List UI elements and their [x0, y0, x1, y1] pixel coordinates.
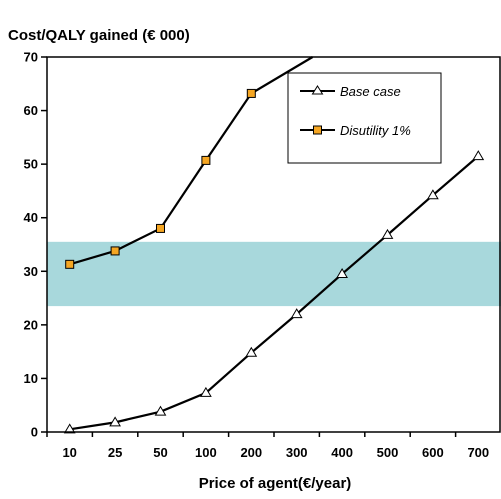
legend-label-base-case: Base case	[340, 84, 401, 99]
data-point-disutility	[110, 246, 120, 256]
data-point-disutility	[65, 259, 75, 269]
x-tick-label: 10	[62, 445, 76, 460]
series-line-0	[69, 155, 480, 431]
x-tick-label: 25	[108, 445, 122, 460]
data-point-disutility	[156, 223, 165, 233]
y-tick-label: 20	[24, 317, 38, 332]
y-tick-label: 60	[24, 103, 38, 118]
x-axis-ticks: 10 25 50 100 200 300 400 500 600 700	[46, 432, 489, 460]
legend-box	[287, 72, 442, 164]
legend-marker-disutility	[313, 125, 322, 135]
acceptability-band	[47, 241, 501, 307]
legend: Base case Disutility 1%	[287, 72, 442, 164]
legend-label-disutility: Disutility 1%	[340, 123, 411, 138]
y-tick-label: 0	[31, 425, 38, 440]
data-point-base-case	[336, 267, 348, 278]
x-tick-label: 600	[422, 445, 444, 460]
data-point-base-case	[427, 189, 439, 200]
plot-frame	[46, 56, 501, 433]
y-tick-label: 40	[24, 210, 38, 225]
legend-marker-base-case	[311, 85, 324, 95]
data-point-base-case	[200, 386, 212, 397]
data-point-base-case	[154, 405, 167, 416]
x-tick-label: 500	[377, 445, 399, 460]
data-point-base-case	[245, 346, 258, 357]
data-point-base-case	[109, 416, 121, 427]
series-line-1	[69, 56, 314, 266]
x-axis-label: Price of agent(€/year)	[199, 475, 352, 492]
x-tick-label: 100	[195, 445, 217, 460]
x-tick-label: 300	[286, 445, 308, 460]
y-axis-ticks: 0 10 20 30 40 50 60 70	[24, 50, 47, 440]
series-lines	[69, 56, 480, 431]
data-point-disutility	[246, 88, 256, 98]
series-markers	[63, 88, 485, 434]
x-tick-label: 400	[331, 445, 353, 460]
y-tick-label: 70	[24, 50, 38, 65]
data-point-base-case	[63, 423, 76, 434]
chart-title: Cost/QALY gained (€ 000)	[8, 27, 190, 44]
y-tick-label: 50	[24, 157, 38, 172]
x-tick-label: 200	[240, 445, 262, 460]
x-tick-label: 50	[153, 445, 167, 460]
y-tick-label: 10	[24, 371, 38, 386]
x-tick-label: 700	[467, 445, 489, 460]
y-tick-label: 30	[24, 264, 38, 279]
data-point-base-case	[290, 308, 303, 319]
data-point-disutility	[201, 155, 211, 165]
data-point-base-case	[381, 228, 394, 239]
data-point-base-case	[472, 150, 485, 161]
